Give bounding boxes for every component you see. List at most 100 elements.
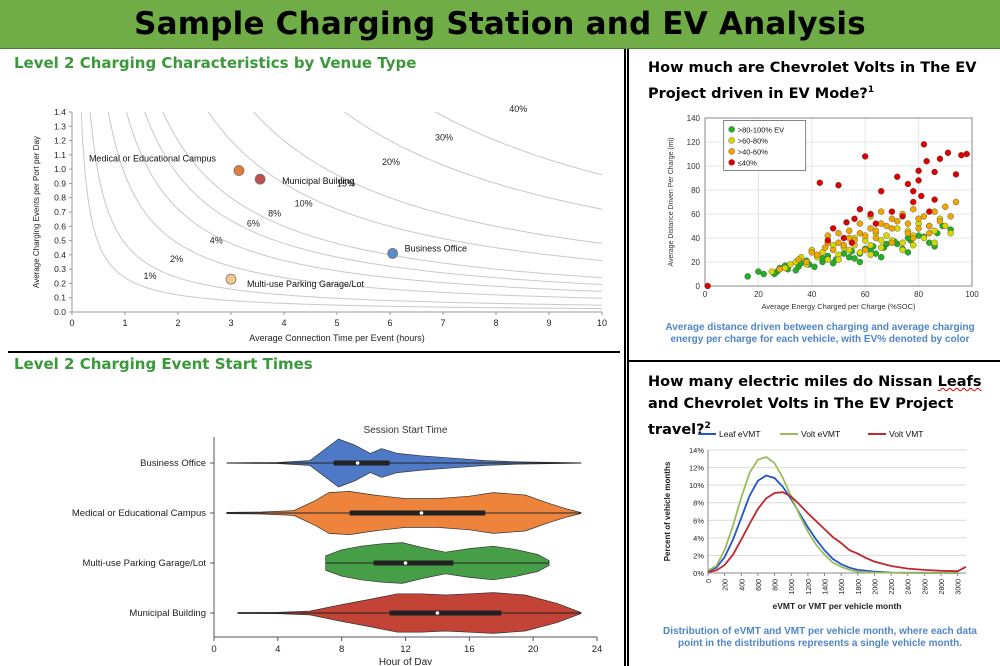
volt-point-80-100-ev-0	[744, 273, 751, 280]
volt-point-60-80-9	[867, 241, 874, 249]
vmt-x-tick-label-1600: 1600	[839, 579, 846, 595]
point-medical-or-educational-campus	[233, 165, 245, 176]
volt-point-40-60-30	[856, 220, 864, 227]
volt-y-tick-label-20: 20	[691, 258, 700, 267]
curve-label-15: 15%	[337, 178, 355, 188]
point-label-business-office: Business Office	[405, 243, 467, 253]
volt-point-40-60-3	[821, 244, 829, 251]
curve-label-4: 4%	[210, 235, 223, 245]
violin-x-tick-label-8: 8	[339, 644, 344, 655]
violin-median-business-office	[355, 461, 360, 465]
volt-point-40-60-24	[904, 220, 912, 227]
right-panel	[627, 49, 1000, 666]
miles-question: How many electric miles do Nissan Leafs …	[648, 371, 998, 441]
y-tick-label-0-0: 0.0	[54, 307, 66, 317]
y-tick-label-1-4: 1.4	[54, 107, 66, 117]
violin-chart-title: Session Start Time	[364, 425, 448, 436]
vmt-x-tick-label-600: 600	[756, 579, 763, 591]
volt-point-80-100-ev-8	[845, 253, 853, 261]
curve-1	[80, 112, 602, 310]
vmt-x-tick-label-1800: 1800	[856, 579, 863, 595]
violin-x-axis-title: Hour of Day	[379, 657, 432, 665]
volt-point-40-0	[704, 282, 711, 290]
volt-point-40-9	[861, 153, 869, 160]
start-time-chart-title: Level 2 Charging Event Start Times	[14, 355, 313, 373]
vmt-x-tick-label-2200: 2200	[889, 579, 896, 595]
start-time-violin-chart: Session Start Time 0 4 8 12 16 20 24 Hour of Day…	[72, 425, 603, 665]
volt-point-80-100-ev-20	[829, 259, 837, 267]
volt-y-tick-label-120: 120	[687, 138, 701, 147]
volt-point-40-1	[816, 179, 824, 187]
volt-question-text: How much are Chevrolet Volts in The EV P…	[648, 60, 977, 102]
curve-label-1: 1%	[144, 271, 157, 281]
curve-6	[126, 112, 602, 292]
volt-point-40-60-40	[888, 239, 896, 247]
volt-point-40-60-1	[795, 256, 802, 263]
x-tick-label-8: 8	[493, 318, 498, 328]
vmt-y-tick-label-14: 14%	[689, 446, 704, 455]
x-tick-label-7: 7	[440, 318, 445, 328]
curve-40	[434, 112, 602, 176]
vmt-x-tick-label-2000: 2000	[872, 579, 879, 595]
volt-legend-swatch-40-60	[728, 148, 735, 155]
violin-median-multi-use-parking-garage-lot	[403, 561, 408, 565]
volt-point-40-60-13	[931, 208, 938, 215]
volt-caption: Average distance driven between charging…	[665, 322, 975, 345]
violin-x-tick-label-20: 20	[528, 644, 539, 655]
volt-point-80-100-ev-21	[851, 255, 858, 262]
violin-x-tick-label-24: 24	[592, 644, 603, 655]
volt-x-tick-label-40: 40	[807, 290, 816, 299]
violin-x-tick-label-4: 4	[275, 644, 280, 655]
violin-iqr-business-office	[333, 460, 390, 466]
y-tick-label-0-7: 0.7	[54, 207, 66, 217]
vmt-x-tick-label-200: 200	[723, 579, 730, 591]
page-title: Sample Charging Station and EV Analysis	[134, 6, 866, 42]
vmt-y-axis-title: Percent of vehicle months	[663, 461, 672, 561]
volt-point-60-80-33	[867, 251, 874, 259]
curve-15	[207, 112, 602, 262]
y-tick-label-1-3: 1.3	[54, 121, 66, 131]
violin-iqr-multi-use-parking-garage-lot	[373, 560, 454, 566]
volt-point-40-15	[918, 192, 925, 200]
volt-point-60-80-1	[781, 264, 789, 272]
volt-point-40-11	[894, 173, 901, 181]
volt-point-80-100-ev-19	[811, 263, 818, 271]
point-label-multi-use-parking-garage-lot: Multi-use Parking Garage/Lot	[247, 279, 365, 289]
volt-point-40-7	[856, 205, 864, 213]
volt-point-40-60-8	[878, 220, 885, 227]
volt-point-80-100-ev-42	[878, 253, 885, 261]
volt-y-tick-label-140: 140	[687, 114, 701, 123]
volt-point-40-24	[963, 150, 970, 158]
volt-y-axis-title: Average Distance Driven Per Charge (mi)	[668, 137, 675, 266]
volt-point-60-80-32	[835, 256, 842, 263]
vmt-x-tick-label-800: 800	[773, 579, 780, 591]
volt-point-40-60-27	[936, 217, 944, 225]
violin-x-tick-label-12: 12	[400, 644, 411, 655]
volt-point-40-28	[926, 208, 933, 215]
violin-median-medical-or-educational-campus	[419, 511, 424, 515]
y-tick-label-0-6: 0.6	[54, 221, 66, 231]
curve-label-6: 6%	[247, 218, 260, 228]
volt-x-tick-label-60: 60	[861, 290, 870, 299]
volt-point-40-60-2	[808, 249, 816, 256]
volt-point-80-100-ev-41	[856, 258, 864, 266]
volt-point-40-60-20	[861, 232, 869, 239]
vmt-y-tick-label-0: 0%	[693, 569, 704, 578]
volt-point-40-29	[910, 198, 917, 206]
volt-point-40-2	[835, 181, 842, 189]
curve-2	[89, 112, 602, 306]
volt-point-40-60-22	[883, 222, 890, 230]
violin-x-tick-label-16: 16	[464, 644, 475, 655]
volt-point-40-60-26	[926, 222, 933, 230]
volt-legend-swatch-60-80	[728, 137, 735, 144]
y-tick-label-0-4: 0.4	[54, 250, 66, 260]
volt-point-40-19	[931, 168, 938, 176]
curve-10	[162, 112, 602, 279]
volt-point-40-20	[936, 155, 944, 162]
volt-question-sup: 1	[867, 85, 875, 95]
volt-point-40-22	[952, 171, 960, 178]
x-tick-label-2: 2	[175, 318, 180, 328]
violin-iqr-medical-or-educational-campus	[349, 510, 486, 516]
vmt-legend-label-volt-evmt: Volt eVMT	[801, 429, 840, 439]
volt-y-tick-label-80: 80	[691, 186, 700, 195]
